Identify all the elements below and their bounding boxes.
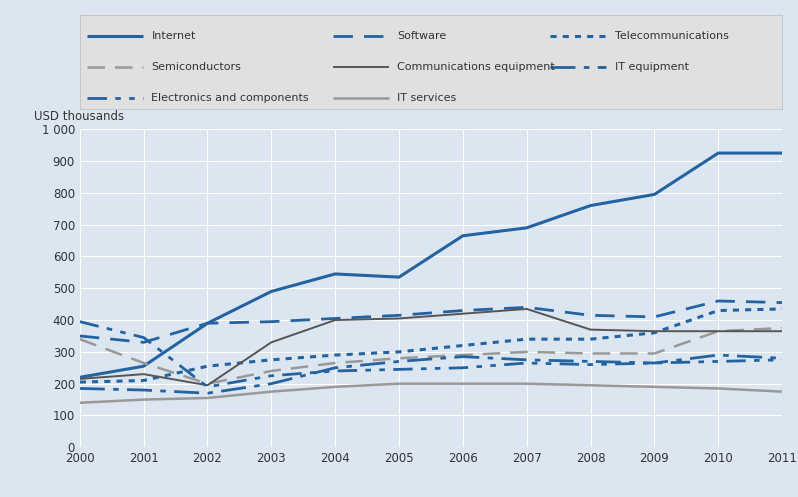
Text: Software: Software	[397, 31, 446, 41]
Text: IT equipment: IT equipment	[615, 62, 689, 72]
Text: Semiconductors: Semiconductors	[152, 62, 241, 72]
Text: USD thousands: USD thousands	[34, 110, 124, 123]
Text: Communications equipment: Communications equipment	[397, 62, 555, 72]
Text: Internet: Internet	[152, 31, 196, 41]
Text: Electronics and components: Electronics and components	[152, 93, 309, 103]
Text: IT services: IT services	[397, 93, 456, 103]
Text: Telecommunications: Telecommunications	[615, 31, 729, 41]
